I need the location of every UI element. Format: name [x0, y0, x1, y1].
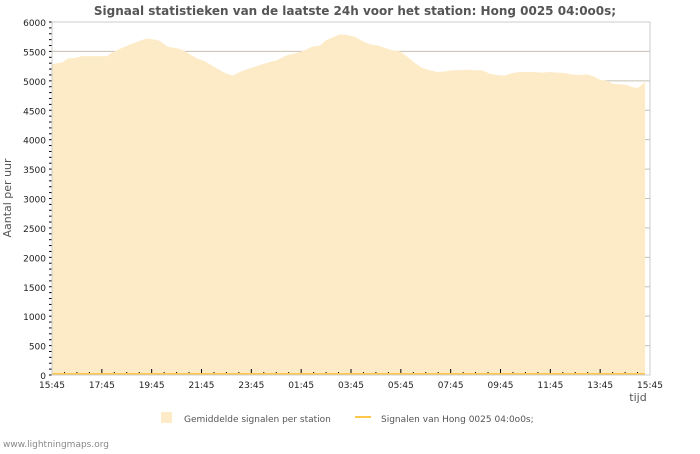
x-tick-label: 11:45 — [537, 381, 563, 391]
x-tick-label: 05:45 — [388, 381, 414, 391]
x-tick-label: 07:45 — [438, 381, 464, 391]
x-tick-label: 01:45 — [288, 381, 314, 391]
y-tick-label: 4000 — [23, 137, 46, 147]
y-axis-label: Aantal per uur — [1, 158, 14, 238]
x-tick-label: 15:45 — [637, 381, 663, 391]
x-tick-label: 15:45 — [39, 381, 65, 391]
y-tick-label: 5500 — [23, 48, 46, 58]
y-tick-label: 500 — [29, 343, 46, 353]
x-tick-label: 03:45 — [338, 381, 364, 391]
y-tick-label: 1500 — [23, 284, 46, 294]
chart-title: Signaal statistieken van de laatste 24h … — [94, 4, 616, 18]
y-tick-label: 0 — [40, 372, 46, 382]
y-tick-label: 6000 — [23, 19, 46, 29]
legend-swatch-average — [161, 412, 172, 423]
x-tick-label: 13:45 — [587, 381, 613, 391]
average-signals-area — [52, 34, 646, 375]
y-tick-label: 3000 — [23, 196, 46, 206]
y-tick-label: 5000 — [23, 78, 46, 88]
x-tick-label: 17:45 — [89, 381, 115, 391]
x-tick-label: 23:45 — [238, 381, 264, 391]
y-tick-label: 4500 — [23, 107, 46, 117]
x-tick-label: 19:45 — [139, 381, 165, 391]
legend-label-station: Signalen van Hong 0025 04:0o0s; — [381, 415, 534, 425]
x-tick-label: 09:45 — [488, 381, 514, 391]
y-tick-label: 3500 — [23, 166, 46, 176]
y-tick-label: 1000 — [23, 313, 46, 323]
y-tick-label: 2000 — [23, 254, 46, 264]
plot-border — [51, 21, 651, 376]
x-tick-label: 21:45 — [189, 381, 215, 391]
x-axis-label: tijd — [629, 391, 646, 404]
y-tick-label: 2500 — [23, 225, 46, 235]
footer-credit[interactable]: www.lightningmaps.org — [3, 440, 109, 450]
legend-label-average: Gemiddelde signalen per station — [184, 415, 331, 425]
